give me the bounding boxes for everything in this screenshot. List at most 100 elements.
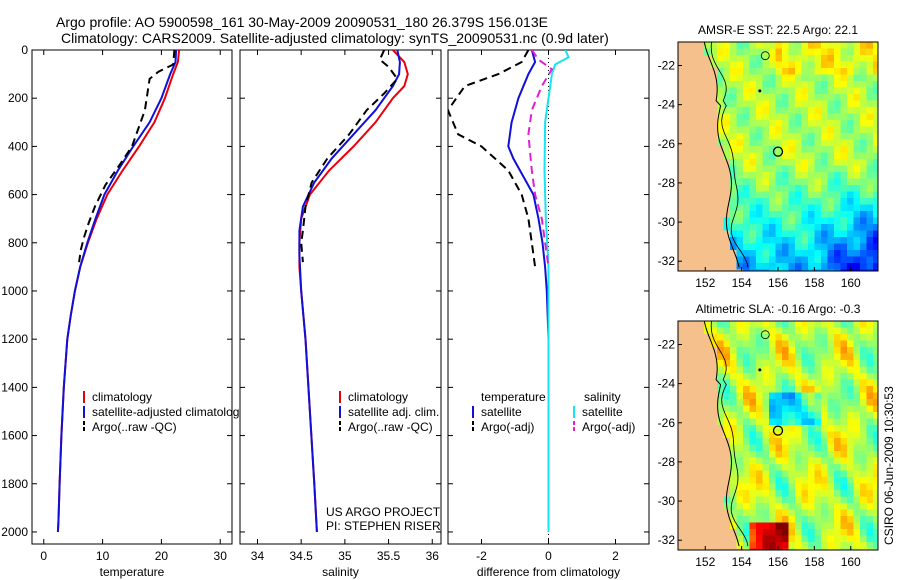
- sla_map-cell: [821, 425, 829, 433]
- sst_map-cell: [801, 120, 809, 128]
- sla_map-cell: [795, 444, 803, 452]
- sla_map-cell: [775, 464, 783, 472]
- sst_map-cell: [775, 198, 783, 206]
- sst_map-cell: [684, 126, 692, 134]
- sst_map-cell: [847, 243, 855, 251]
- sst_map-cell: [743, 198, 751, 206]
- sst_map-cell: [775, 107, 783, 115]
- sst_map-cell: [814, 178, 822, 186]
- sst_map-cell: [762, 139, 770, 147]
- sla_map-cell: [847, 522, 855, 530]
- sst_map-cell: [736, 178, 744, 186]
- sst_map-cell: [834, 94, 842, 102]
- sla_map-cell: [717, 327, 725, 335]
- sla_map-cell: [847, 464, 855, 472]
- sla_map-cell: [873, 386, 878, 394]
- sst_map-cell: [821, 120, 829, 128]
- sst_map-cell: [788, 152, 796, 160]
- sst_map-cell: [801, 87, 809, 95]
- sla_map-cell: [769, 360, 777, 368]
- sla_map-cell: [691, 425, 699, 433]
- sla_map-cell: [710, 366, 718, 374]
- sst_map-cell: [853, 113, 861, 121]
- sst_map-cell: [860, 87, 868, 95]
- sla_map-cell: [756, 386, 764, 394]
- sst_map-cell: [743, 230, 751, 238]
- sla_map-cell: [678, 477, 686, 485]
- sst_map-cell: [697, 146, 705, 154]
- sla_map-cell: [853, 444, 861, 452]
- sst_map-cell: [795, 165, 803, 173]
- sst_map-cell: [691, 120, 699, 128]
- sst_map-cell: [775, 68, 783, 76]
- sla_map-cell: [840, 418, 848, 426]
- temperature-legend-item-label: Argo(..raw -QC): [92, 420, 177, 434]
- sst_map-cell: [827, 243, 835, 251]
- sla_map-cell: [704, 353, 712, 361]
- sst_map-cell: [723, 120, 731, 128]
- sla_map-cell: [743, 444, 751, 452]
- sla_map-cell: [821, 542, 829, 550]
- sst_map-cell: [814, 113, 822, 121]
- sst_map-cell: [684, 42, 692, 50]
- sst_map-cell: [775, 191, 783, 199]
- sst_map-cell: [756, 100, 764, 108]
- sst_map-cell: [834, 204, 842, 212]
- sla_map-cell: [782, 386, 790, 394]
- sla_map-cell: [873, 412, 878, 420]
- sst_map-cell: [749, 263, 757, 271]
- sst_map-cell: [775, 217, 783, 225]
- sla_map-cell: [847, 529, 855, 537]
- sla_map-cell: [769, 366, 777, 374]
- sla_map-cell: [866, 379, 874, 387]
- sla_map-cell: [834, 392, 842, 400]
- sla_map-cell: [710, 412, 718, 420]
- sla_map-cell: [782, 418, 790, 426]
- sla_map-cell: [730, 490, 738, 498]
- sst_map-cell: [678, 126, 686, 134]
- sla_map-cell: [847, 327, 855, 335]
- sla_map-cell: [749, 373, 757, 381]
- sst_map-cell: [697, 113, 705, 121]
- sst_map-cell: [756, 178, 764, 186]
- sst_map-cell: [827, 94, 835, 102]
- sla_map-cell: [808, 444, 816, 452]
- sla_map-cell: [717, 470, 725, 478]
- sla_map-cell: [678, 509, 686, 517]
- sla_map-cell: [873, 470, 878, 478]
- sst_map-cell: [782, 74, 790, 82]
- sla_map-cell: [827, 418, 835, 426]
- sla_map-cell: [795, 340, 803, 348]
- sst_map-cell: [834, 55, 842, 63]
- sla_map-cell: [782, 399, 790, 407]
- sla_map-cell: [795, 470, 803, 478]
- sst_map-cell: [782, 263, 790, 271]
- sst_map-cell: [834, 198, 842, 206]
- sst_map-cell: [756, 211, 764, 219]
- sst_map-cell: [691, 107, 699, 115]
- sst_map-cell: [756, 263, 764, 271]
- sst_map-cell: [827, 211, 835, 219]
- sla_map-ytick-label: -22: [658, 337, 676, 351]
- sla_map-cell: [834, 483, 842, 491]
- sla_map-cell: [678, 386, 686, 394]
- sst_map-cell: [697, 42, 705, 50]
- sst_map-cell: [847, 87, 855, 95]
- sla_map-cell: [769, 431, 777, 439]
- sst_map-cell: [801, 172, 809, 180]
- sst_map-cell: [873, 185, 878, 193]
- sla_map-cell: [847, 444, 855, 452]
- sla_map-cell: [743, 379, 751, 387]
- sst_map-cell: [769, 217, 777, 225]
- sst_map-cell: [736, 126, 744, 134]
- sla_map-cell: [756, 483, 764, 491]
- sst_map-cell: [678, 178, 686, 186]
- sst_map-cell: [756, 107, 764, 115]
- sst_map-cell: [782, 107, 790, 115]
- sla_map-cell: [821, 483, 829, 491]
- sst_map-cell: [860, 139, 868, 147]
- sst_map-cell: [840, 230, 848, 238]
- sla_map-cell: [795, 438, 803, 446]
- sla_map-cell: [691, 483, 699, 491]
- sla_map-cell: [717, 373, 725, 381]
